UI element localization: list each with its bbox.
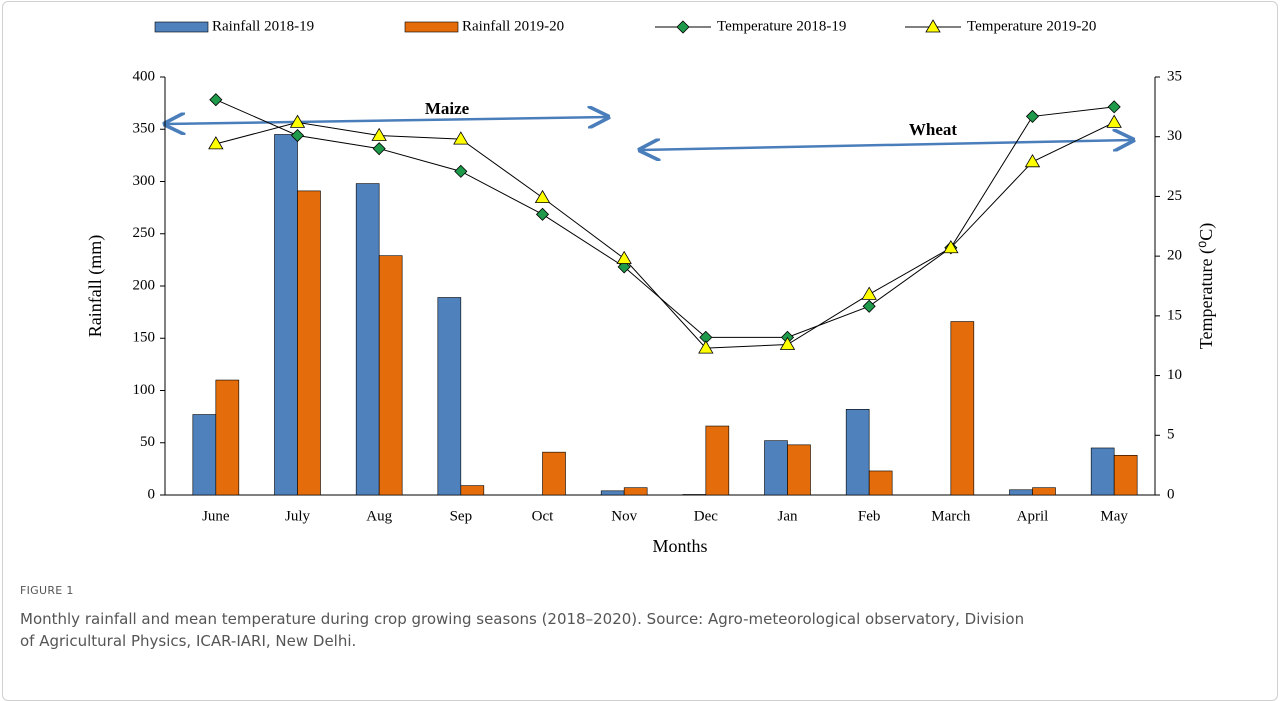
bar (705, 425, 730, 496)
x-tick-label: Nov (611, 508, 637, 524)
y2-tick-label: 0 (1167, 486, 1175, 502)
line (215, 121, 1115, 349)
marker (779, 336, 796, 350)
bar (192, 414, 217, 496)
marker (1025, 109, 1040, 123)
bar (764, 440, 788, 496)
chart: Months Rainfall (mm) Temperature (⁰C) 0 5… (85, 18, 1217, 556)
legend-label: Rainfall 2018-19 (212, 18, 314, 34)
y2-tick-label: 25 (1167, 188, 1182, 204)
y2-tick-label: 30 (1167, 128, 1182, 144)
y-axis-title: Rainfall (mm) (85, 235, 106, 337)
marker (1024, 154, 1041, 168)
bar (623, 487, 648, 496)
marker (289, 114, 306, 128)
bar (460, 485, 485, 496)
y2-tick-label: 35 (1167, 68, 1182, 84)
bar (1090, 447, 1115, 496)
x-tick-label: March (931, 508, 971, 524)
marker (1106, 114, 1122, 128)
bar (355, 183, 380, 496)
marker (861, 286, 877, 300)
legend-swatch (154, 21, 209, 33)
y-tick-label: 300 (133, 173, 156, 189)
annotation: Maize (425, 99, 470, 118)
annotation: Wheat (909, 120, 958, 139)
marker (617, 260, 631, 274)
bar (682, 494, 707, 496)
marker (209, 93, 223, 107)
x-tick-label: Sep (450, 508, 473, 524)
line (215, 99, 1115, 338)
legend-marker (676, 20, 690, 34)
legend-label: Rainfall 2019-20 (462, 18, 564, 34)
marker (453, 131, 469, 145)
bar (845, 409, 870, 496)
x-tick-label: July (285, 508, 311, 524)
marker (943, 239, 959, 254)
y2-tick-label: 10 (1167, 367, 1182, 383)
y-tick-label: 0 (148, 486, 156, 502)
marker (535, 207, 550, 221)
y2-tick-label: 5 (1167, 427, 1175, 443)
bar (297, 190, 321, 496)
marker (290, 128, 305, 143)
bar (787, 444, 811, 496)
x-tick-label: April (1017, 508, 1049, 524)
legend-label: Temperature 2019-20 (967, 18, 1096, 34)
y2-axis-title: Temperature (⁰C) (1196, 223, 1217, 349)
y-tick-label: 100 (133, 382, 156, 398)
bar (215, 379, 240, 496)
x-tick-label: Feb (858, 508, 881, 524)
marker (1107, 100, 1121, 114)
marker (454, 164, 468, 178)
bar (1032, 487, 1056, 496)
x-tick-label: Jan (778, 508, 798, 524)
figure-label: FIGURE 1 (20, 584, 74, 597)
bar (274, 134, 298, 496)
y-tick-label: 50 (140, 434, 155, 450)
y-tick-label: 350 (133, 121, 156, 137)
marker (616, 250, 632, 264)
x-tick-label: Aug (366, 508, 392, 524)
legend-marker (925, 19, 941, 33)
x-axis-title: Months (652, 536, 707, 556)
bar (1113, 454, 1138, 496)
y-tick-label: 150 (133, 330, 156, 346)
bar (600, 490, 625, 496)
y2-tick-label: 15 (1167, 307, 1182, 323)
x-tick-label: May (1100, 508, 1128, 524)
y-tick-label: 250 (133, 225, 156, 241)
marker (534, 189, 551, 204)
figure-caption: Monthly rainfall and mean temperature du… (20, 610, 1025, 650)
bar (868, 470, 893, 496)
x-tick-label: Dec (694, 508, 718, 524)
y-tick-label: 200 (133, 277, 156, 293)
bar (378, 255, 403, 496)
x-tick-label: Oct (532, 508, 554, 524)
bar (437, 297, 462, 496)
marker (698, 340, 714, 354)
bar (950, 321, 975, 496)
marker (371, 127, 387, 141)
x-tick-label: June (202, 508, 230, 524)
legend-label: Temperature 2018-19 (717, 18, 846, 34)
wheat-arrow (640, 140, 1133, 150)
marker (372, 142, 386, 156)
marker (208, 136, 224, 150)
marker (862, 299, 876, 313)
y2-tick-label: 20 (1167, 248, 1182, 264)
legend-swatch (404, 21, 459, 33)
bar (1009, 489, 1033, 496)
y-tick-label: 400 (133, 68, 156, 84)
bar (542, 451, 566, 496)
maize-arrow (165, 117, 608, 124)
